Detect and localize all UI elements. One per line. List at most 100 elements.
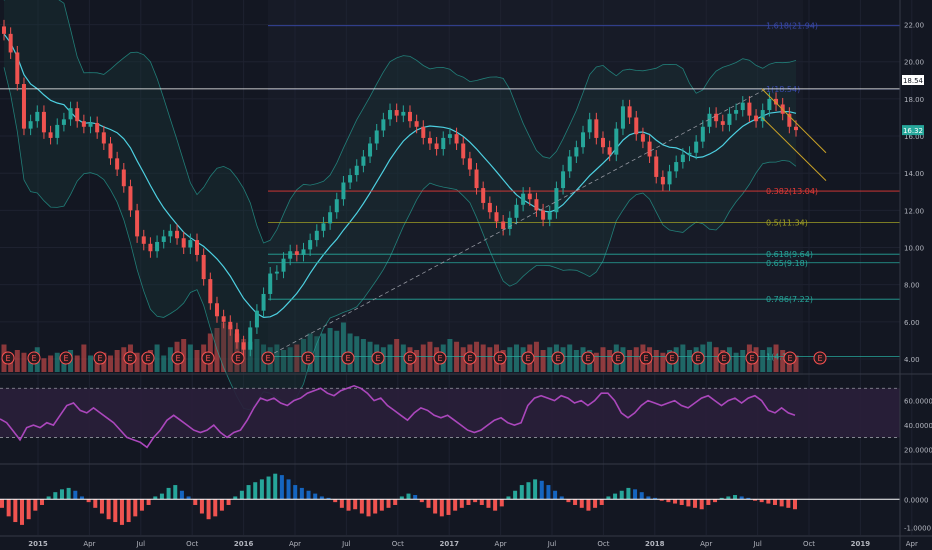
volume-bar: [487, 347, 493, 372]
macd-bar: [153, 496, 158, 500]
volume-bar: [274, 344, 280, 372]
earnings-circle: [341, 351, 355, 365]
candlesticks[interactable]: [2, 19, 798, 357]
rsi-tick: 20.0000: [904, 447, 932, 455]
macd-bar: [66, 487, 71, 500]
candle-body: [541, 210, 546, 220]
macd-bar: [519, 485, 524, 500]
time-tick: 2018: [645, 540, 665, 548]
volume-bar: [134, 352, 140, 372]
candle-body: [248, 327, 253, 350]
macd-bar: [426, 499, 431, 508]
volume-bar: [460, 347, 466, 372]
macd-bar: [239, 490, 244, 500]
earnings-marker: E: [463, 351, 477, 365]
candle-body: [101, 132, 106, 144]
candle-body: [261, 293, 266, 311]
fib-label: 0.786(7.22): [766, 295, 813, 304]
macd-bar: [53, 492, 58, 500]
macd-bar: [206, 499, 211, 520]
candle-body: [321, 223, 326, 231]
macd-bar: [626, 487, 631, 500]
candle-body: [61, 119, 66, 125]
volume-bar: [547, 347, 553, 372]
earnings-label: E: [305, 354, 310, 363]
candle-body: [634, 117, 639, 135]
earnings-circle: [433, 351, 447, 365]
volume-bar: [94, 358, 100, 372]
candle-body: [254, 310, 259, 328]
price-tick: 20.00: [904, 59, 924, 67]
volume-bar: [713, 347, 719, 372]
earnings-label: E: [127, 354, 132, 363]
earnings-circle: [717, 351, 731, 365]
macd-bar: [19, 499, 24, 525]
earnings-label: E: [31, 354, 36, 363]
candle-body: [155, 241, 160, 252]
macd-bar: [766, 499, 771, 504]
candle-body: [747, 102, 752, 116]
volume-bar: [167, 347, 173, 372]
candle-body: [561, 171, 566, 189]
rsi-line: [0, 384, 796, 449]
candle-body: [348, 175, 353, 183]
price-tick: 14.00: [904, 170, 924, 178]
volume-bar: [680, 344, 686, 372]
candle-body: [454, 134, 459, 144]
volume-bar: [773, 344, 779, 372]
volume-bar: [21, 352, 27, 372]
candle-body: [794, 126, 798, 131]
candle-body: [640, 134, 645, 142]
candle-body: [128, 186, 133, 211]
macd-tick: 0.0000: [904, 496, 929, 504]
candle-body: [447, 134, 452, 138]
macd-bar: [266, 476, 271, 500]
time-axis: 2015 Apr Jul Oct 2016 Apr Jul Oct 2017 Apr Jul Oct 2…: [28, 540, 918, 548]
candle-body: [328, 212, 333, 224]
time-tick: Jul: [547, 540, 557, 548]
macd-bar: [719, 497, 724, 500]
volume-bar: [334, 330, 340, 372]
current-price-label: 16.32: [902, 125, 924, 136]
time-tick: Apr: [495, 540, 507, 548]
candle-body: [714, 113, 719, 122]
volume-bar: [660, 352, 666, 372]
macd-bar: [779, 499, 784, 507]
volume-bar: [414, 350, 420, 372]
earnings-label: E: [407, 354, 412, 363]
macd-bar: [586, 499, 591, 511]
time-tick: Oct: [392, 540, 404, 548]
earnings-label: E: [643, 354, 648, 363]
time-tick: 2017: [439, 540, 459, 548]
earnings-marker: E: [551, 351, 565, 365]
time-tick: 2015: [28, 540, 48, 548]
macd-bar: [606, 496, 611, 500]
macd-bar: [473, 499, 478, 503]
macd-bar: [439, 499, 444, 517]
earnings-circle: [371, 351, 385, 365]
macd-bar: [499, 499, 504, 507]
candle-body: [68, 108, 73, 120]
macd-bar: [279, 475, 284, 500]
macd-bar: [199, 499, 204, 514]
macd-bar: [93, 499, 98, 508]
volume-bar: [394, 339, 400, 372]
volume-bar: [420, 344, 426, 372]
earnings-label: E: [345, 354, 350, 363]
candle-body: [507, 217, 512, 229]
macd-bar: [446, 499, 451, 515]
candle-body: [700, 126, 705, 142]
volume-bar: [281, 350, 287, 372]
earnings-marker: E: [201, 351, 215, 365]
earnings-marker: E: [665, 351, 679, 365]
macd-bar: [726, 496, 731, 500]
volume-bar: [14, 350, 20, 372]
candle-body: [654, 156, 659, 177]
earnings-circle: [403, 351, 417, 365]
candle-body: [95, 123, 100, 133]
candle-body: [35, 111, 40, 122]
price-tick: 4.00: [904, 356, 920, 364]
